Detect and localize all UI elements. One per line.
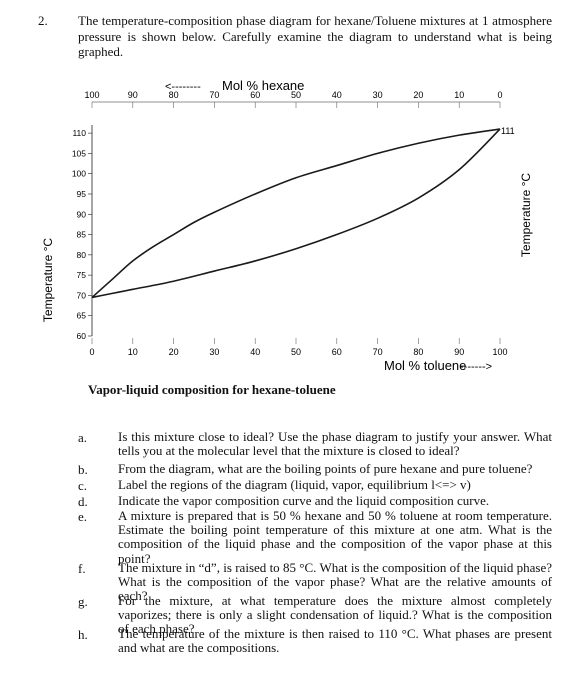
bottom-tick-label: 50 <box>291 347 301 357</box>
question-letter: b. <box>78 462 88 477</box>
phase-diagram-chart: 100 90 80 70 60 50 40 30 20 10 0 0 10 20 30 40 50 60 70 80… <box>41 78 533 373</box>
question-text: The temperature of the mixture is then r… <box>118 626 552 656</box>
top-tick-label: 90 <box>128 90 138 100</box>
question-text: The mixture in “d”, is raised to 85 °C. … <box>118 560 552 604</box>
top-tick-label: 40 <box>332 90 342 100</box>
right-annotation-111: 111 <box>501 126 515 136</box>
bottom-axis-label: Mol % toluene <box>384 358 466 373</box>
bottom-tick-label: 10 <box>128 347 138 357</box>
liquid-curve <box>91 128 501 299</box>
question-letter: f. <box>78 561 86 576</box>
top-tick-label: 70 <box>209 90 219 100</box>
bottom-tick-label: 90 <box>454 347 464 357</box>
y-tick-label: 75 <box>77 270 87 280</box>
question-intro: The temperature-composition phase diagra… <box>78 13 552 59</box>
question-letter: h. <box>78 627 88 642</box>
y-tick-label: 80 <box>77 250 87 260</box>
top-tick-label: 50 <box>291 90 301 100</box>
bottom-tick-label: 20 <box>169 347 179 357</box>
bottom-tick-label: 60 <box>332 347 342 357</box>
question-text: For the mixture, at what temperature doe… <box>118 593 552 637</box>
y-axis-label-left: Temperature °C <box>41 238 55 322</box>
y-tick-label: 100 <box>72 169 86 179</box>
top-tick-label: 100 <box>84 90 99 100</box>
top-axis-arrow: <-------- <box>165 81 201 93</box>
top-tick-label: 80 <box>169 90 179 100</box>
bottom-tick-label: 30 <box>209 347 219 357</box>
question-letter: e. <box>78 509 88 524</box>
y-tick-label: 85 <box>77 230 87 240</box>
y-tick-label: 110 <box>72 128 86 138</box>
top-tick-label: 10 <box>454 90 464 100</box>
top-axis-label: Mol % hexane <box>222 78 304 93</box>
question-text: Label the regions of the diagram (liquid… <box>118 477 471 492</box>
question-letter: c. <box>78 478 88 493</box>
bottom-tick-label: 100 <box>492 347 507 357</box>
question-letter: a. <box>78 430 88 445</box>
y-tick-label: 70 <box>77 290 87 300</box>
question-text: Is this mixture close to ideal? Use the … <box>118 429 552 459</box>
top-tick-label: 30 <box>373 90 383 100</box>
question-text: From the diagram, what are the boiling p… <box>118 461 533 476</box>
y-tick-label: 65 <box>77 311 87 321</box>
top-tick-label: 0 <box>497 90 502 100</box>
question-letter: g. <box>78 594 88 609</box>
chart-caption: Vapor-liquid composition for hexane-tolu… <box>88 382 336 397</box>
y-axis-label-right: Temperature °C <box>519 173 533 257</box>
question-text: A mixture is prepared that is 50 % hexan… <box>118 508 552 566</box>
question-number: 2. <box>38 13 48 28</box>
question-text: Indicate the vapor composition curve and… <box>118 493 490 508</box>
bottom-tick-label: 70 <box>373 347 383 357</box>
question-letter: d. <box>78 494 88 509</box>
y-tick-label: 95 <box>77 189 87 199</box>
bottom-axis-arrow: -------> <box>460 361 492 373</box>
top-tick-label: 20 <box>413 90 423 100</box>
y-tick-label: 60 <box>77 331 87 341</box>
y-tick-label: 90 <box>77 209 87 219</box>
top-tick-label: 60 <box>250 90 260 100</box>
y-tick-label: 105 <box>72 148 86 158</box>
vapor-curve <box>91 128 501 299</box>
bottom-tick-label: 80 <box>413 347 423 357</box>
bottom-tick-label: 0 <box>89 347 94 357</box>
bottom-tick-label: 40 <box>250 347 260 357</box>
